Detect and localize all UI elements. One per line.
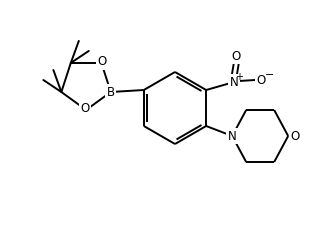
Text: +: + [235,72,243,82]
Text: N: N [230,76,238,88]
Text: O: O [232,50,241,63]
Text: O: O [257,73,266,87]
Text: O: O [80,102,90,115]
Text: O: O [98,55,107,68]
Text: O: O [291,130,300,143]
Text: −: − [265,70,274,80]
Text: N: N [228,130,236,143]
Text: B: B [107,85,115,98]
